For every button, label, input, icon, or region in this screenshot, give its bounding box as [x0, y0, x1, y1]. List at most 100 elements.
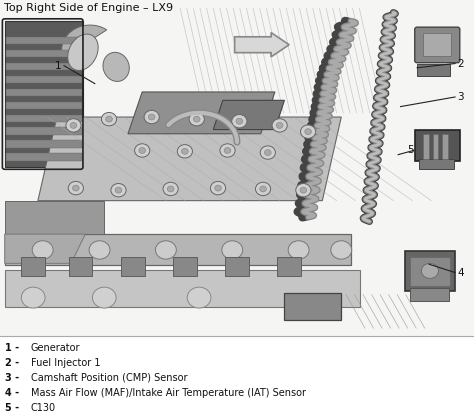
Bar — [5, 21, 83, 167]
Bar — [6, 127, 82, 135]
Polygon shape — [38, 117, 341, 201]
Circle shape — [182, 148, 188, 154]
Text: 5 -: 5 - — [5, 403, 19, 413]
Bar — [6, 50, 82, 57]
Bar — [6, 140, 82, 148]
Text: Top Right Side of Engine – LX9: Top Right Side of Engine – LX9 — [4, 3, 173, 13]
Circle shape — [139, 148, 146, 153]
Bar — [415, 130, 460, 161]
Bar — [423, 134, 429, 159]
Bar — [6, 89, 82, 96]
Circle shape — [222, 241, 243, 259]
Text: Camshaft Position (CMP) Sensor: Camshaft Position (CMP) Sensor — [31, 373, 187, 383]
Circle shape — [331, 241, 352, 259]
Bar — [5, 234, 351, 265]
Bar — [410, 288, 449, 301]
Circle shape — [155, 241, 176, 259]
Circle shape — [187, 287, 211, 308]
Circle shape — [276, 122, 283, 128]
Bar — [121, 257, 145, 276]
Circle shape — [421, 263, 438, 278]
Circle shape — [224, 148, 231, 153]
Circle shape — [255, 182, 271, 196]
Bar — [433, 134, 438, 159]
Bar — [442, 134, 448, 159]
Circle shape — [144, 110, 159, 124]
Text: Generator: Generator — [31, 343, 80, 353]
Bar — [410, 257, 450, 286]
Circle shape — [210, 181, 226, 195]
Circle shape — [260, 186, 266, 192]
Circle shape — [148, 114, 155, 120]
Text: C130: C130 — [31, 403, 56, 413]
Bar — [6, 102, 82, 109]
Polygon shape — [128, 92, 275, 134]
Circle shape — [193, 116, 200, 122]
FancyBboxPatch shape — [415, 27, 460, 63]
Bar — [5, 270, 360, 307]
Bar — [69, 257, 92, 276]
Circle shape — [301, 125, 316, 138]
Circle shape — [73, 185, 79, 191]
Bar — [423, 33, 451, 56]
Bar — [6, 37, 82, 44]
Text: 4: 4 — [457, 268, 464, 278]
Bar — [173, 257, 197, 276]
Circle shape — [305, 129, 311, 135]
Text: 4 -: 4 - — [5, 388, 19, 398]
Text: 3 -: 3 - — [5, 373, 19, 383]
Text: 1 -: 1 - — [5, 343, 19, 353]
Circle shape — [215, 185, 221, 191]
Polygon shape — [213, 100, 284, 130]
Circle shape — [101, 112, 117, 126]
Circle shape — [232, 115, 247, 128]
Circle shape — [189, 112, 204, 126]
Circle shape — [264, 150, 271, 155]
Bar — [419, 159, 454, 169]
Text: 2: 2 — [457, 59, 464, 69]
Bar — [0, 0, 474, 336]
Circle shape — [89, 241, 110, 259]
Circle shape — [21, 287, 45, 308]
Text: Mass Air Flow (MAF)/Intake Air Temperature (IAT) Sensor: Mass Air Flow (MAF)/Intake Air Temperatu… — [31, 388, 306, 398]
Circle shape — [296, 184, 311, 197]
Bar — [225, 257, 249, 276]
Circle shape — [106, 116, 112, 122]
Circle shape — [220, 144, 235, 157]
Bar — [277, 257, 301, 276]
Circle shape — [272, 119, 287, 132]
Polygon shape — [5, 201, 104, 234]
Text: 2 -: 2 - — [5, 358, 19, 368]
Circle shape — [70, 122, 77, 128]
Circle shape — [66, 119, 81, 132]
Polygon shape — [5, 234, 85, 263]
Ellipse shape — [68, 34, 98, 71]
Circle shape — [135, 144, 150, 157]
Circle shape — [92, 287, 116, 308]
Bar — [6, 153, 82, 161]
Bar — [6, 76, 82, 83]
Ellipse shape — [103, 52, 129, 82]
Bar — [405, 251, 455, 291]
Circle shape — [167, 186, 174, 192]
Circle shape — [300, 187, 307, 193]
Bar — [417, 64, 450, 76]
FancyArrow shape — [235, 33, 289, 57]
Bar — [6, 115, 82, 122]
Circle shape — [111, 184, 126, 197]
Circle shape — [260, 146, 275, 159]
Circle shape — [236, 118, 243, 124]
Circle shape — [288, 241, 309, 259]
Circle shape — [177, 145, 192, 158]
Bar — [21, 257, 45, 276]
Bar — [284, 293, 341, 320]
Circle shape — [115, 187, 122, 193]
Text: 5: 5 — [407, 145, 413, 155]
Text: 3: 3 — [457, 92, 464, 102]
Text: 1: 1 — [55, 61, 61, 71]
Bar — [6, 63, 82, 70]
Circle shape — [68, 181, 83, 195]
Circle shape — [32, 241, 53, 259]
Polygon shape — [62, 25, 107, 58]
Text: Fuel Injector 1: Fuel Injector 1 — [31, 358, 100, 368]
